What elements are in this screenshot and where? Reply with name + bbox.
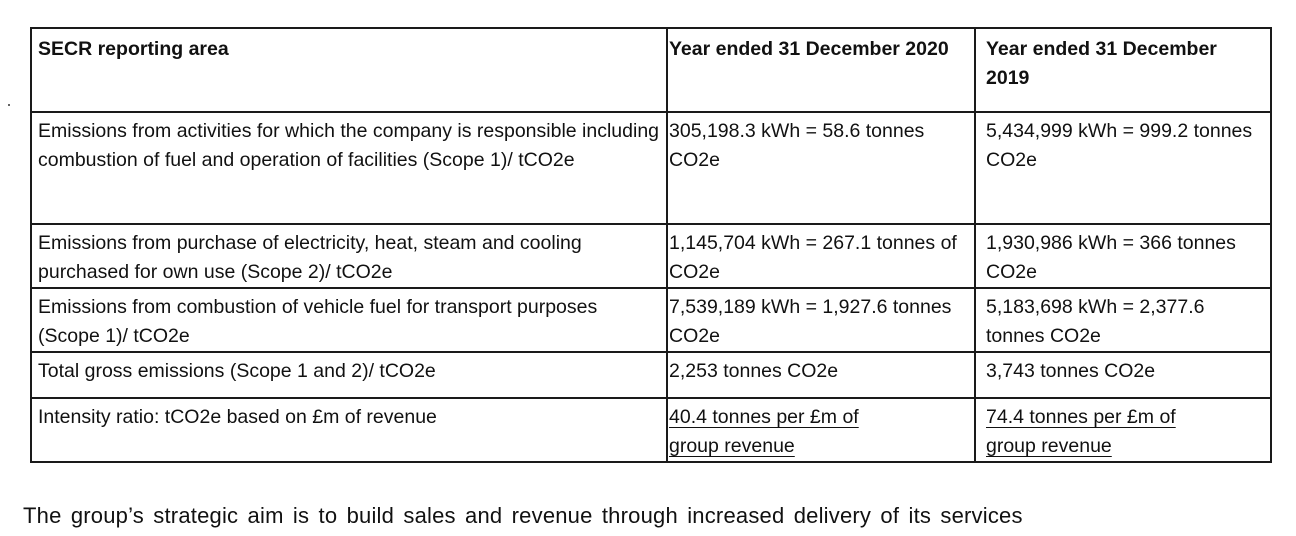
row-area-scope1-vehicle-fuel: Emissions from combustion of vehicle fue… — [30, 287, 668, 353]
value-line-2: group revenue — [986, 435, 1112, 457]
header-reporting-area: SECR reporting area — [30, 27, 668, 113]
row-value-2020: 305,198.3 kWh = 58.6 tonnes CO2e — [666, 111, 976, 225]
document-page: SECR reporting area Year ended 31 Decemb… — [8, 27, 1272, 528]
table-row: Emissions from combustion of vehicle fue… — [30, 287, 1272, 353]
value-line-1: 74.4 tonnes per £m of — [986, 406, 1176, 428]
header-year-2019: Year ended 31 December 2019 — [974, 27, 1272, 113]
row-area-total-gross: Total gross emissions (Scope 1 and 2)/ t… — [30, 351, 668, 399]
row-value-2019: 1,930,986 kWh = 366 tonnes CO2e — [974, 223, 1272, 289]
row-area-scope2-electricity: Emissions from purchase of electricity, … — [30, 223, 668, 289]
body-paragraph-partial: The group’s strategic aim is to build sa… — [23, 503, 1023, 528]
row-area-intensity-ratio: Intensity ratio: tCO2e based on £m of re… — [30, 397, 668, 463]
row-value-2020: 1,145,704 kWh = 267.1 tonnes of CO2e — [666, 223, 976, 289]
row-value-2020: 40.4 tonnes per £m of group revenue — [666, 397, 976, 463]
secr-emissions-table: SECR reporting area Year ended 31 Decemb… — [30, 27, 1272, 463]
row-value-2020: 7,539,189 kWh = 1,927.6 tonnes CO2e — [666, 287, 976, 353]
value-line-1: 40.4 tonnes per £m of — [669, 406, 859, 428]
row-area-scope1-activities: Emissions from activities for which the … — [30, 111, 668, 225]
row-value-2019: 5,183,698 kWh = 2,377.6 tonnes CO2e — [974, 287, 1272, 353]
row-value-2019: 74.4 tonnes per £m of group revenue — [974, 397, 1272, 463]
table-header-row: SECR reporting area Year ended 31 Decemb… — [30, 27, 1272, 113]
header-year-2020: Year ended 31 December 2020 — [666, 27, 976, 113]
table-row: Total gross emissions (Scope 1 and 2)/ t… — [30, 351, 1272, 399]
table-row: Emissions from purchase of electricity, … — [30, 223, 1272, 289]
row-value-2020: 2,253 tonnes CO2e — [666, 351, 976, 399]
table-row: Intensity ratio: tCO2e based on £m of re… — [30, 397, 1272, 463]
row-value-2019: 5,434,999 kWh = 999.2 tonnes CO2e — [974, 111, 1272, 225]
table-row: Emissions from activities for which the … — [30, 111, 1272, 225]
scan-speck — [8, 104, 10, 106]
row-value-2019: 3,743 tonnes CO2e — [974, 351, 1272, 399]
value-line-2: group revenue — [669, 435, 795, 457]
